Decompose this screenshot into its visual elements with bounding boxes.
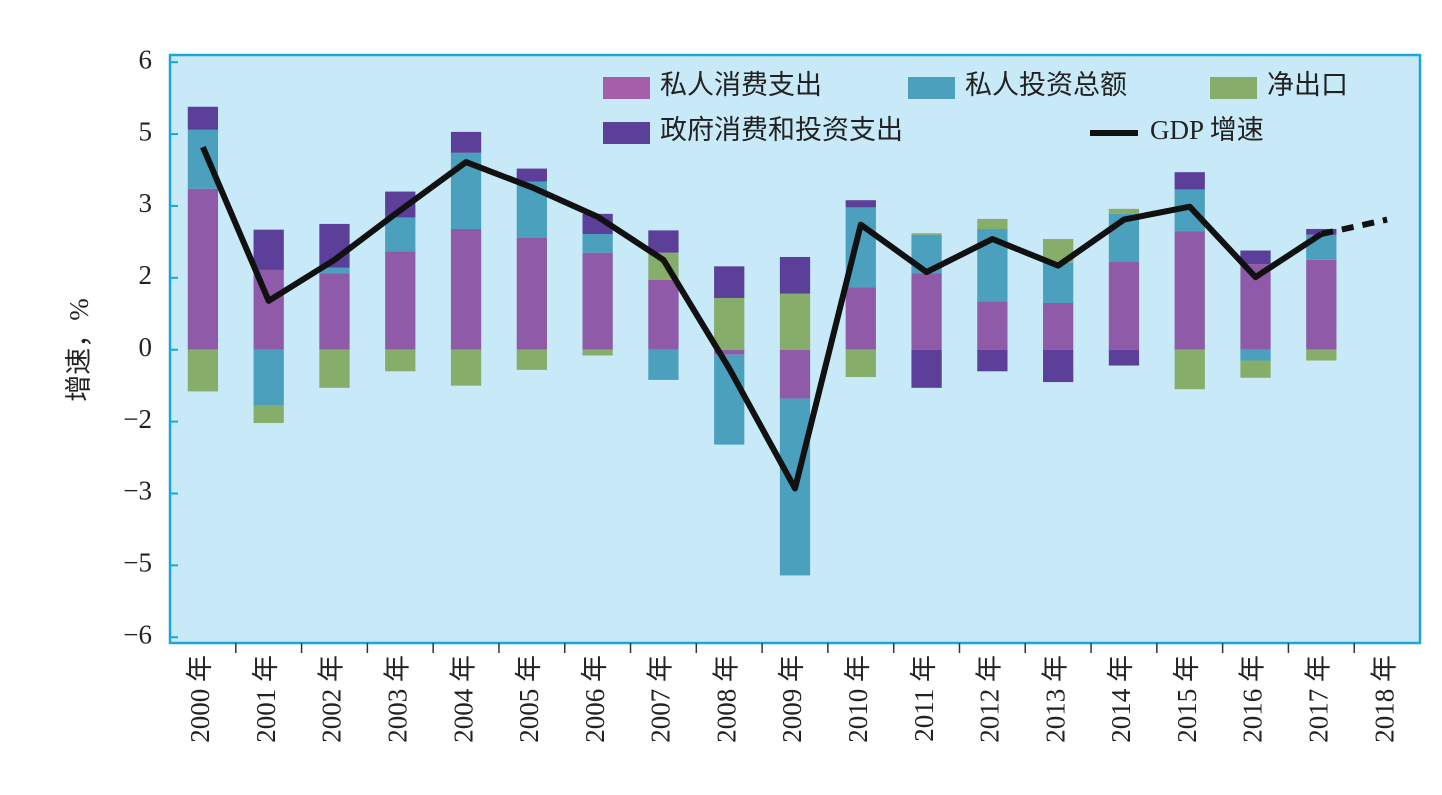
bar-segment [911,273,942,350]
bar-segment [1240,360,1271,378]
bar-segment [714,297,745,350]
bar-segment [253,349,284,406]
x-tick-label: 2015 年 [1172,655,1202,743]
bar-segment [319,349,350,388]
x-tick-label: 2000 年 [185,655,215,743]
y-tick-label: 2 [139,260,153,290]
x-tick-label: 2004 年 [448,655,478,743]
bar-segment [845,287,876,350]
bar-segment [187,349,219,392]
bar-segment [1174,349,1205,390]
bar-segment [977,301,1008,350]
bar-segment [977,349,1008,372]
x-tick-label: 2009 年 [777,655,807,743]
x-tick-label: 2008 年 [711,655,741,743]
bar-segment [319,267,350,274]
bar-segment [450,349,482,386]
y-tick-label: −6 [123,619,152,649]
bar-segment [714,266,745,298]
legend-label: GDP 增速 [1150,115,1264,145]
bar-segment [648,279,679,350]
legend-swatch [1210,77,1257,99]
bar-segment [1240,349,1271,361]
x-tick-label: 2011 年 [909,655,939,742]
bar-segment [845,200,876,208]
x-tick-label: 2016 年 [1238,655,1268,743]
bar-segment [1174,231,1205,350]
bar-segment [977,218,1008,229]
bar-segment [1043,349,1074,383]
bar-segment [845,349,876,378]
x-tick-label: 2012 年 [975,655,1005,743]
bar-segment [1240,250,1271,265]
bar-segment [648,349,679,380]
y-tick-label: −5 [123,548,152,578]
bar-segment [582,252,613,350]
bar-segment [1306,349,1337,361]
x-tick-label: 2010 年 [843,655,873,743]
y-tick-label: 6 [139,44,153,74]
y-axis-label: 增速，% [64,298,94,402]
bar-segment [187,188,219,350]
x-tick-label: 2013 年 [1040,655,1070,743]
legend-label: 净出口 [1267,70,1348,100]
bar-segment [582,349,613,356]
line [200,145,1323,492]
bar-segment [187,106,219,130]
bar-segment [1043,262,1074,303]
bar-segment [911,233,942,235]
x-tick-label: 2001 年 [251,655,281,743]
y-tick-label: 5 [139,116,153,146]
legend-label: 政府消费和投资支出 [660,115,903,145]
x-tick-label: 2003 年 [382,655,412,743]
bar-segment [516,168,547,182]
bar-segment [1306,259,1337,350]
bar-segment [450,228,482,350]
bar-segment [779,256,811,294]
bar-segment [253,229,284,270]
bar-segment [385,217,416,252]
legend-swatch [908,77,955,99]
bar-segment [385,349,416,372]
y-tick-label: 0 [139,332,153,362]
x-tick-label: 2014 年 [1106,655,1136,743]
legend-label: 私人消费支出 [660,70,822,100]
bar-segment [1174,172,1205,190]
bar-segment [714,349,745,355]
bar-segment [385,251,416,350]
bar-segment [1043,302,1074,350]
bar-segment [911,349,942,388]
x-tick-label: 2007 年 [646,655,676,743]
bar-segment [779,349,811,399]
bar-segment [516,349,547,370]
y-tick-label: 3 [139,188,153,218]
legend-label: 私人投资总额 [965,70,1127,100]
legend-swatch [603,77,650,99]
x-tick-label: 2006 年 [580,655,610,743]
bar-segment [779,293,811,350]
bar-segment [516,237,547,350]
x-tick-label: 2017 年 [1304,655,1334,743]
bar-segment [1108,262,1140,350]
x-tick-label: 2002 年 [317,655,347,743]
bar-segment [253,405,284,424]
bar-segment [582,233,613,253]
bar-segment [1108,349,1140,366]
bar-segment [319,273,350,350]
bar-segment [648,230,679,253]
bar-segment [1108,208,1140,214]
y-tick-label: −2 [123,404,152,434]
line-projection [1320,216,1388,237]
legend-swatch [603,122,650,144]
x-tick-label: 2005 年 [514,655,544,743]
bar-segment [450,131,482,153]
bar-segment [187,129,219,189]
y-tick-label: −3 [123,476,152,506]
x-tick-label: 2018 年 [1369,655,1399,743]
